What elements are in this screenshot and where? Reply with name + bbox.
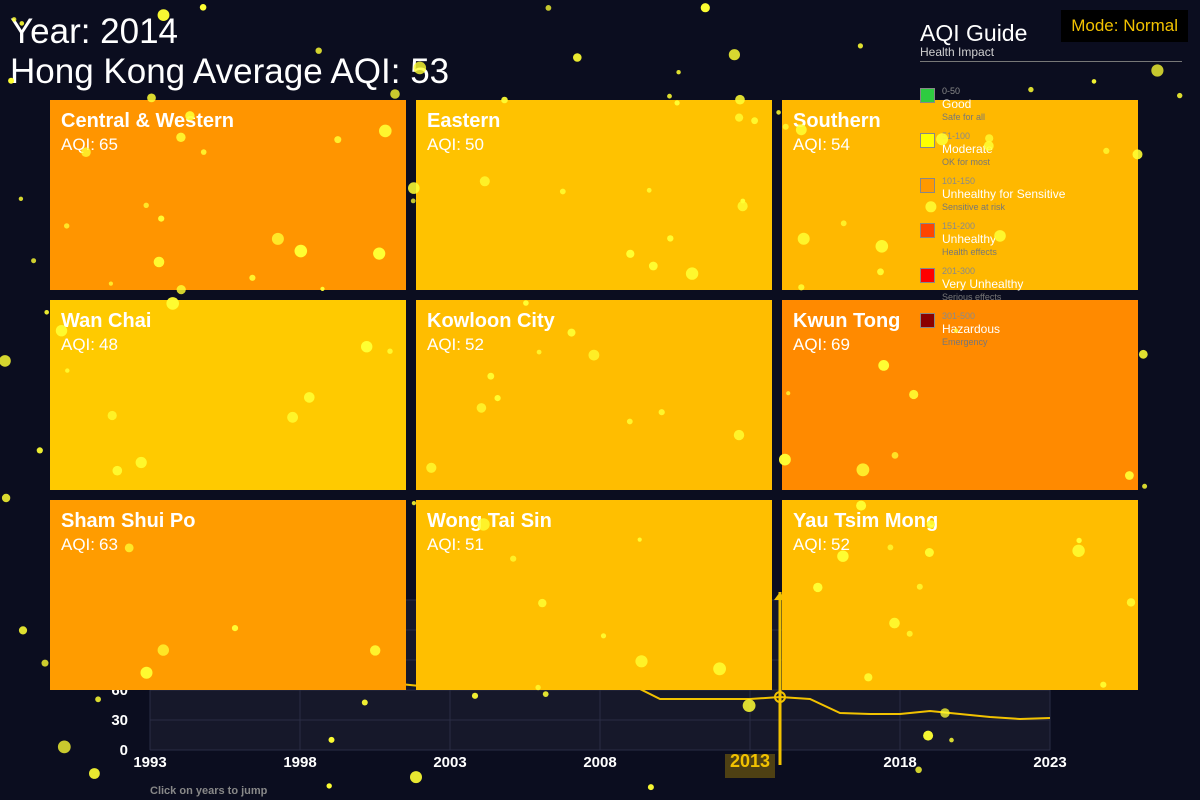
district-aqi: AQI: 69 <box>793 335 850 354</box>
district-tile[interactable]: Yau Tsim Mong AQI: 52 <box>782 500 1138 690</box>
district-tile[interactable]: Kwun Tong AQI: 69 <box>782 300 1138 490</box>
district-aqi-value: 54 <box>831 135 850 154</box>
district-tile[interactable]: Central & Western AQI: 65 <box>50 100 406 290</box>
district-aqi: AQI: 52 <box>427 335 484 354</box>
legend-range: 51-100 <box>942 131 971 141</box>
mode-button[interactable]: Mode: Normal <box>1061 10 1188 42</box>
district-aqi: AQI: 52 <box>793 535 850 554</box>
aqi-guide: AQI Guide Health Impact 0-50 Good Safe for… <box>920 20 1182 347</box>
average-aqi-title: Hong Kong Average AQI: 53 <box>10 52 450 91</box>
district-tile[interactable]: Wong Tai Sin AQI: 51 <box>416 500 772 690</box>
legend-swatch <box>920 88 935 103</box>
district-aqi-value: 51 <box>465 535 484 554</box>
selected-point <box>774 691 786 703</box>
district-aqi: AQI: 51 <box>427 535 484 554</box>
district-tile[interactable]: Southern AQI: 54 <box>782 100 1138 290</box>
legend-label: Unhealthy <box>942 232 997 246</box>
legend-swatch <box>920 268 935 283</box>
x-tick-label[interactable]: 2003 <box>433 754 466 771</box>
district-name: Kwun Tong <box>793 310 901 332</box>
legend-desc: Serious effects <box>942 292 1002 302</box>
legend-desc: Emergency <box>942 337 988 347</box>
legend-range: 201-300 <box>942 266 976 276</box>
legend-label: Unhealthy for Sensitive <box>942 187 1066 201</box>
district-tile[interactable]: Sham Shui Po AQI: 63 <box>50 500 406 690</box>
district-name: Wan Chai <box>61 310 152 332</box>
x-tick-label[interactable]: 2013 <box>730 751 770 771</box>
district-name: Yau Tsim Mong <box>793 510 939 532</box>
district-name: Wong Tai Sin <box>427 510 552 532</box>
legend-item: 0-50 Good Safe for all <box>920 86 1182 128</box>
district-aqi: AQI: 50 <box>427 135 484 154</box>
legend-desc: Sensitive at risk <box>942 202 1006 212</box>
chart-hint: Click on years to jump <box>150 785 268 797</box>
legend-range: 301-500 <box>942 311 976 321</box>
guide-divider <box>920 61 1182 62</box>
district-name: Sham Shui Po <box>61 510 196 532</box>
district-aqi-value: 52 <box>465 335 484 354</box>
legend-desc: Safe for all <box>942 112 986 122</box>
x-tick-label[interactable]: 2018 <box>883 754 916 771</box>
x-tick-highlight <box>725 754 775 778</box>
x-tick-label[interactable]: 2008 <box>583 754 616 771</box>
year-title: Year: 2014 <box>10 12 179 51</box>
legend-range: 0-50 <box>942 86 961 96</box>
legend-range: 101-150 <box>942 176 976 186</box>
legend-label: Very Unhealthy <box>942 277 1024 291</box>
legend-desc: Health effects <box>942 247 997 257</box>
legend-swatch <box>920 178 935 193</box>
legend-swatch <box>920 133 935 148</box>
y-tick-label: 0 <box>120 742 128 759</box>
legend-item: 101-150 Unhealthy for Sensitive Sensitive … <box>920 176 1182 218</box>
x-tick-label[interactable]: 2023 <box>1033 754 1066 771</box>
x-tick-label[interactable]: 1998 <box>283 754 316 771</box>
legend-label: Hazardous <box>942 322 1001 336</box>
legend-desc: OK for most <box>942 157 991 167</box>
district-aqi-value: 65 <box>99 135 118 154</box>
district-aqi-value: 52 <box>831 535 850 554</box>
x-tick-label[interactable]: 1993 <box>133 754 166 771</box>
district-name: Eastern <box>427 110 501 132</box>
legend-item: 151-200 Unhealthy Health effects <box>920 221 1182 263</box>
district-aqi: AQI: 54 <box>793 135 850 154</box>
district-aqi-value: 50 <box>465 135 484 154</box>
y-tick-label: 30 <box>111 712 128 729</box>
guide-subtitle: Health Impact <box>920 45 995 59</box>
legend-label: Moderate <box>942 142 993 156</box>
legend-item: 51-100 Moderate OK for most <box>920 131 1182 173</box>
district-aqi-value: 63 <box>99 535 118 554</box>
legend-swatch <box>920 313 935 328</box>
district-aqi: AQI: 48 <box>61 335 118 354</box>
district-tile[interactable]: Kowloon City AQI: 52 <box>416 300 772 490</box>
guide-title: AQI Guide <box>920 20 1028 46</box>
district-aqi: AQI: 63 <box>61 535 118 554</box>
district-tile[interactable]: Wan Chai AQI: 48 <box>50 300 406 490</box>
legend-swatch <box>920 223 935 238</box>
district-aqi-value: 69 <box>831 335 850 354</box>
district-name: Kowloon City <box>427 310 555 332</box>
legend-item: 301-500 Hazardous Emergency <box>920 311 1182 353</box>
district-aqi-value: 48 <box>99 335 118 354</box>
legend-range: 151-200 <box>942 221 976 231</box>
district-name: Central & Western <box>61 110 235 132</box>
district-tile[interactable]: Eastern AQI: 50 <box>416 100 772 290</box>
district-aqi: AQI: 65 <box>61 135 118 154</box>
legend-label: Good <box>942 97 972 111</box>
legend-item: 201-300 Very Unhealthy Serious effects <box>920 266 1182 308</box>
district-name: Southern <box>793 110 881 132</box>
